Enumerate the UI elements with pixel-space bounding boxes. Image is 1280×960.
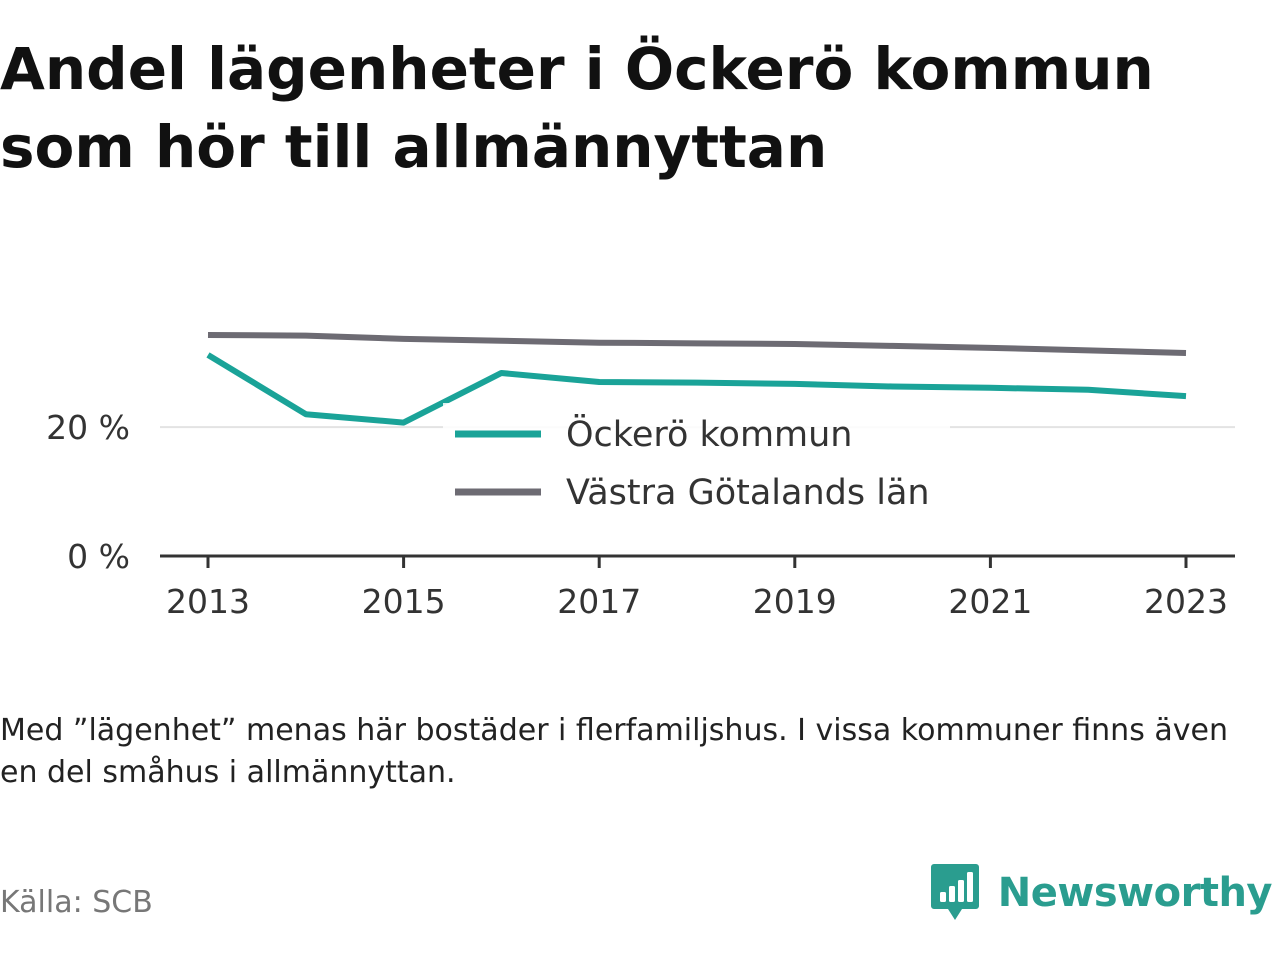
x-tick-label: 2017 — [557, 582, 641, 621]
legend-background — [443, 403, 950, 521]
x-tick-label: 2021 — [948, 582, 1032, 621]
series-line-ockero — [206, 352, 1187, 426]
series-line-vastra-gotaland — [207, 331, 1187, 356]
y-tick-label: 0 % — [67, 537, 130, 576]
source-label: Källa: SCB — [0, 885, 153, 920]
newsworthy-logo-icon — [930, 864, 979, 920]
brand-logo[interactable]: Newsworthy — [930, 862, 1273, 924]
legend-label: Öckerö kommun — [566, 413, 853, 455]
y-tick-label: 20 % — [46, 408, 130, 447]
x-tick-label: 2013 — [166, 582, 250, 621]
x-tick-label: 2023 — [1144, 582, 1228, 621]
line-chart: 0 % 20 % 2013 2015 2017 2019 2021 2023 Öckerö k… — [46, 331, 1235, 621]
chart-title: Andel lägenheter i Öckerö kommun som hör… — [0, 35, 1154, 181]
x-tick-label: 2019 — [753, 582, 837, 621]
x-tick-label: 2015 — [362, 582, 446, 621]
axis-layer: 0 % 20 % 2013 2015 2017 2019 2021 2023 — [46, 408, 1235, 621]
footnote: Med ”lägenhet” menas här bostäder i fler… — [0, 713, 1228, 790]
brand-name: Newsworthy — [997, 870, 1273, 916]
legend-label: Västra Götalands län — [566, 473, 930, 513]
series-layer — [206, 331, 1187, 426]
legend: Öckerö kommun Västra Götalands län — [443, 403, 950, 521]
